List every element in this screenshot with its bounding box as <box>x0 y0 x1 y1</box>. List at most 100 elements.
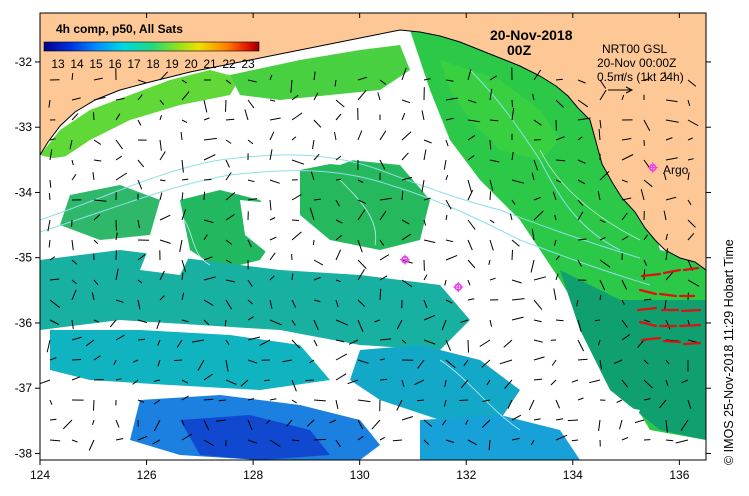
sst-isotherms <box>179 149 641 431</box>
current-vector <box>179 239 183 252</box>
current-vector <box>203 99 208 113</box>
current-vector <box>533 299 543 310</box>
colorbar-tick-label: 21 <box>203 57 217 71</box>
current-vector <box>71 73 74 81</box>
current-vector <box>137 179 143 190</box>
current-vector <box>115 139 124 150</box>
current-vector <box>247 419 253 431</box>
current-vector <box>511 179 525 184</box>
current-vector <box>511 99 513 108</box>
current-vector <box>335 99 345 108</box>
current-vector <box>621 236 629 241</box>
current-vector <box>225 159 230 168</box>
current-vector <box>159 214 171 221</box>
current-vector <box>181 419 185 426</box>
current-vector <box>159 151 166 161</box>
current-vector <box>414 379 425 386</box>
current-vector <box>687 399 692 409</box>
current-vector <box>599 259 611 268</box>
current-vector <box>643 269 646 281</box>
current-vector <box>421 110 425 121</box>
current-vector <box>489 139 492 150</box>
current-vector <box>379 338 392 341</box>
current-vector <box>313 198 321 201</box>
current-vector <box>225 214 235 221</box>
current-vector <box>269 252 276 261</box>
current-vector <box>665 157 678 161</box>
current-vector <box>445 239 454 243</box>
current-vector <box>357 435 364 441</box>
current-vector <box>181 79 187 84</box>
current-vector <box>247 99 255 109</box>
current-vector <box>269 199 272 211</box>
current-vector <box>291 193 302 201</box>
current-vector <box>159 239 171 244</box>
y-axis: -32 -33 -34 -35 -36 -37 -38 <box>15 55 711 460</box>
current-vector <box>264 379 271 382</box>
current-vector <box>334 131 337 141</box>
current-vector <box>555 99 564 108</box>
current-vector <box>441 419 447 426</box>
current-vector <box>423 197 431 201</box>
current-vector <box>335 373 347 381</box>
current-vector <box>576 299 579 307</box>
current-vector <box>555 159 566 162</box>
current-vector <box>503 339 513 348</box>
current-vector <box>598 129 601 141</box>
current-vector <box>291 94 299 101</box>
current-vector <box>85 339 95 347</box>
current-vector <box>93 239 99 244</box>
current-vector <box>49 357 57 361</box>
current-vector <box>313 399 326 402</box>
current-vector <box>555 136 565 141</box>
current-vector <box>174 359 183 362</box>
current-vector <box>621 212 628 221</box>
x-tick-label: 136 <box>669 468 689 482</box>
current-vector <box>665 439 674 442</box>
current-vector <box>659 399 667 409</box>
current-vector <box>93 199 107 202</box>
current-vector <box>445 359 456 369</box>
current-vector <box>555 434 568 441</box>
current-vector <box>176 339 183 348</box>
current-vector <box>379 288 382 301</box>
current-vector <box>665 196 677 201</box>
current-vector <box>132 379 139 385</box>
colorbar-tick-label: 18 <box>146 57 160 71</box>
current-vector <box>247 299 253 305</box>
current-vector <box>401 131 412 141</box>
current-vector <box>555 255 560 261</box>
current-vector <box>203 319 210 326</box>
current-vector <box>159 270 165 281</box>
current-vector <box>489 159 500 163</box>
current-vector <box>643 259 648 266</box>
current-vector <box>348 339 359 345</box>
current-vector <box>423 339 436 345</box>
current-vector <box>377 92 381 101</box>
current-vector <box>687 232 695 241</box>
current-vector <box>531 172 535 181</box>
current-vectors <box>40 67 701 451</box>
colorbar-tick-label: 20 <box>184 57 198 71</box>
current-vector <box>511 249 513 261</box>
current-vector <box>291 112 303 121</box>
current-vector <box>269 131 275 141</box>
current-vector <box>467 259 476 269</box>
current-vector <box>335 219 343 224</box>
current-vector <box>153 399 161 405</box>
current-vector <box>643 359 649 365</box>
current-vector <box>621 73 624 81</box>
current-vector <box>555 399 561 409</box>
current-vector <box>459 399 469 401</box>
current-vector <box>553 239 557 246</box>
current-vector <box>467 119 481 123</box>
current-vector <box>49 399 53 405</box>
legend-title: 4h comp, p50, All Sats <box>56 22 183 36</box>
argo-float-icon <box>399 254 410 265</box>
current-vector <box>665 248 669 261</box>
current-vector <box>357 319 364 332</box>
current-vector <box>269 299 273 309</box>
current-vector <box>49 278 60 281</box>
plot-frame <box>39 12 707 461</box>
current-vector <box>423 239 436 243</box>
